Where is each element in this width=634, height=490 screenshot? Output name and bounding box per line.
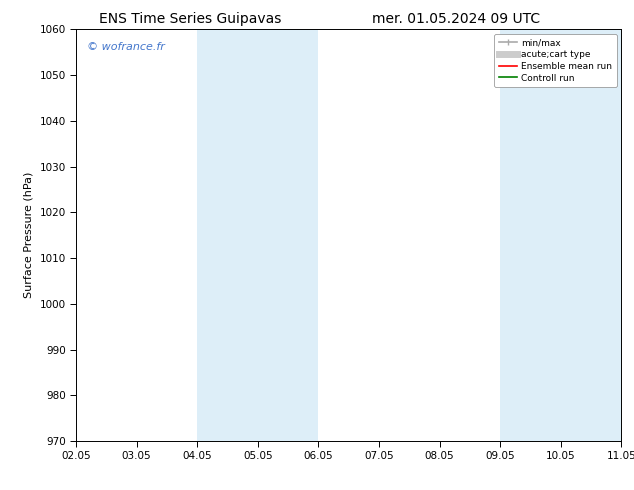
Bar: [500, 29, 621, 441]
Text: © wofrance.fr: © wofrance.fr: [87, 42, 165, 52]
Text: ENS Time Series Guipavas: ENS Time Series Guipavas: [99, 12, 281, 26]
Y-axis label: Surface Pressure (hPa): Surface Pressure (hPa): [24, 172, 34, 298]
Legend: min/max, acute;cart type, Ensemble mean run, Controll run: min/max, acute;cart type, Ensemble mean …: [495, 34, 617, 87]
Bar: [197, 29, 318, 441]
Text: mer. 01.05.2024 09 UTC: mer. 01.05.2024 09 UTC: [372, 12, 541, 26]
